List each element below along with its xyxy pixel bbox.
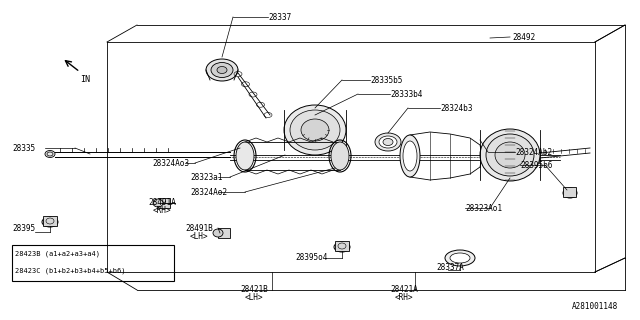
Text: 28423B (a1+a2+a3+a4): 28423B (a1+a2+a3+a4) <box>15 251 100 257</box>
Text: 28491B: 28491B <box>185 223 212 233</box>
Text: 28324b3: 28324b3 <box>440 103 472 113</box>
Text: 28337A: 28337A <box>436 263 464 273</box>
Text: 28395o4: 28395o4 <box>295 253 328 262</box>
Bar <box>563 187 576 197</box>
Text: A281001148: A281001148 <box>572 302 618 311</box>
Ellipse shape <box>153 199 163 207</box>
Ellipse shape <box>334 242 350 252</box>
Ellipse shape <box>403 141 417 171</box>
Bar <box>158 198 170 208</box>
Text: <RH>: <RH> <box>153 205 172 214</box>
Text: 28323Ao1: 28323Ao1 <box>465 204 502 212</box>
Bar <box>43 216 57 226</box>
Text: 28423C (b1+b2+b3+b4+b5+b6): 28423C (b1+b2+b3+b4+b5+b6) <box>15 268 125 274</box>
Ellipse shape <box>284 105 346 155</box>
Ellipse shape <box>45 150 55 157</box>
Ellipse shape <box>563 188 577 198</box>
Ellipse shape <box>206 59 238 81</box>
Text: <LH>: <LH> <box>190 231 209 241</box>
Text: <LH>: <LH> <box>245 293 264 302</box>
Bar <box>218 228 230 238</box>
Ellipse shape <box>213 229 223 237</box>
Ellipse shape <box>236 142 254 170</box>
Text: <RH>: <RH> <box>395 293 413 302</box>
Text: IN: IN <box>80 75 90 84</box>
Text: 28324Ao3: 28324Ao3 <box>152 158 189 167</box>
Ellipse shape <box>480 129 540 181</box>
Ellipse shape <box>486 134 534 176</box>
Ellipse shape <box>290 110 340 150</box>
Ellipse shape <box>301 119 329 141</box>
Text: 28335: 28335 <box>12 143 35 153</box>
Ellipse shape <box>400 135 420 177</box>
Ellipse shape <box>331 142 349 170</box>
Text: 28492: 28492 <box>512 33 535 42</box>
Text: 28337: 28337 <box>268 12 291 21</box>
Text: 28421A: 28421A <box>390 285 418 294</box>
Ellipse shape <box>217 67 227 74</box>
Text: 28491A: 28491A <box>148 197 176 206</box>
Ellipse shape <box>42 217 58 227</box>
Ellipse shape <box>450 253 470 263</box>
Text: 28395: 28395 <box>12 223 35 233</box>
Text: 28335b5: 28335b5 <box>370 76 403 84</box>
Ellipse shape <box>379 136 397 148</box>
Ellipse shape <box>445 250 475 266</box>
Ellipse shape <box>495 142 525 168</box>
Text: 28421B: 28421B <box>240 285 268 294</box>
Bar <box>335 241 349 251</box>
Text: 28395b6: 28395b6 <box>520 161 552 170</box>
Ellipse shape <box>211 62 233 77</box>
Text: 28324Ao2: 28324Ao2 <box>190 188 227 196</box>
Text: 28333b4: 28333b4 <box>390 90 422 99</box>
Ellipse shape <box>375 133 401 151</box>
Text: 28324Ab2: 28324Ab2 <box>515 148 552 156</box>
Text: 28323a1: 28323a1 <box>190 172 222 181</box>
Ellipse shape <box>383 139 393 146</box>
Bar <box>12 245 174 281</box>
